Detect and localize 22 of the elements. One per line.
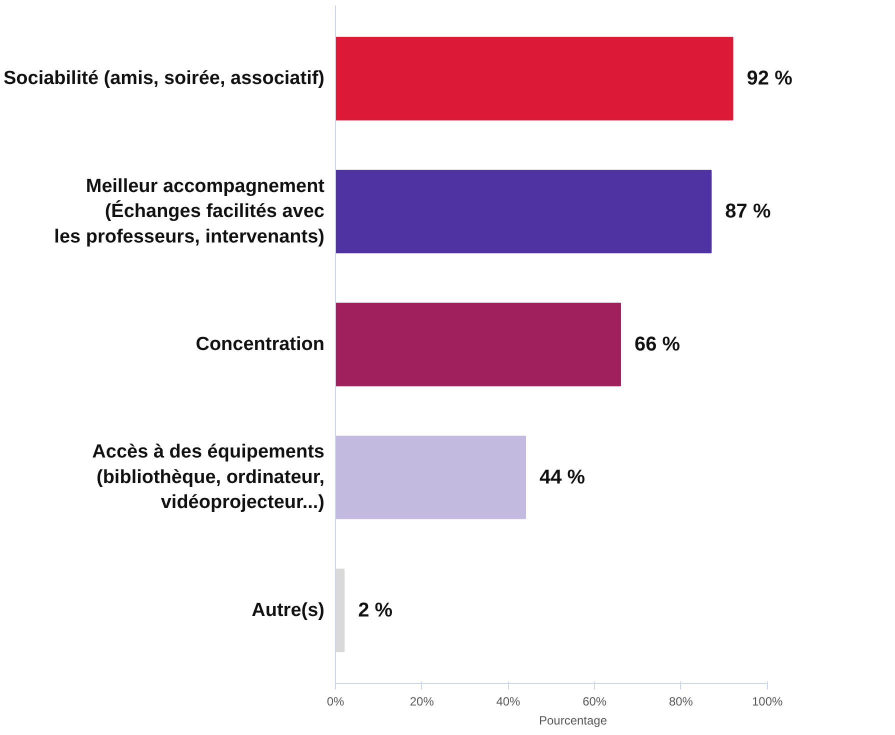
- bar: [336, 302, 621, 386]
- data-label: 2 %: [358, 599, 393, 622]
- bar: [336, 36, 734, 120]
- bar: [336, 568, 345, 652]
- y-tick-label: Autre(s): [252, 600, 325, 621]
- x-axis-title: Pourcentage: [538, 714, 608, 728]
- bar: [336, 170, 712, 254]
- y-tick-label: Meilleur accompagnement (Échanges facilités avec les professeurs, intervenants): [54, 176, 326, 248]
- data-label: 44 %: [540, 466, 586, 488]
- data-label: 87 %: [725, 200, 771, 223]
- x-tick-label: 100%: [752, 694, 783, 708]
- x-tick-label: 80%: [668, 694, 694, 708]
- x-tick-label: 40%: [496, 694, 521, 708]
- x-tick-label: 60%: [582, 694, 607, 708]
- bar: [336, 436, 526, 520]
- y-tick-label: Accès à des équipements (bibliothèque, ordinateur, vidéoprojecteur...): [92, 442, 325, 514]
- data-label: 66 %: [634, 334, 680, 356]
- data-label: 92 %: [746, 68, 793, 90]
- x-tick-label: 20%: [410, 694, 434, 708]
- y-tick-label: Sociabilité (amis, soirée, associatif): [3, 68, 324, 90]
- y-tick-label: Concentration: [196, 334, 324, 355]
- x-tick-label: 0%: [326, 694, 344, 708]
